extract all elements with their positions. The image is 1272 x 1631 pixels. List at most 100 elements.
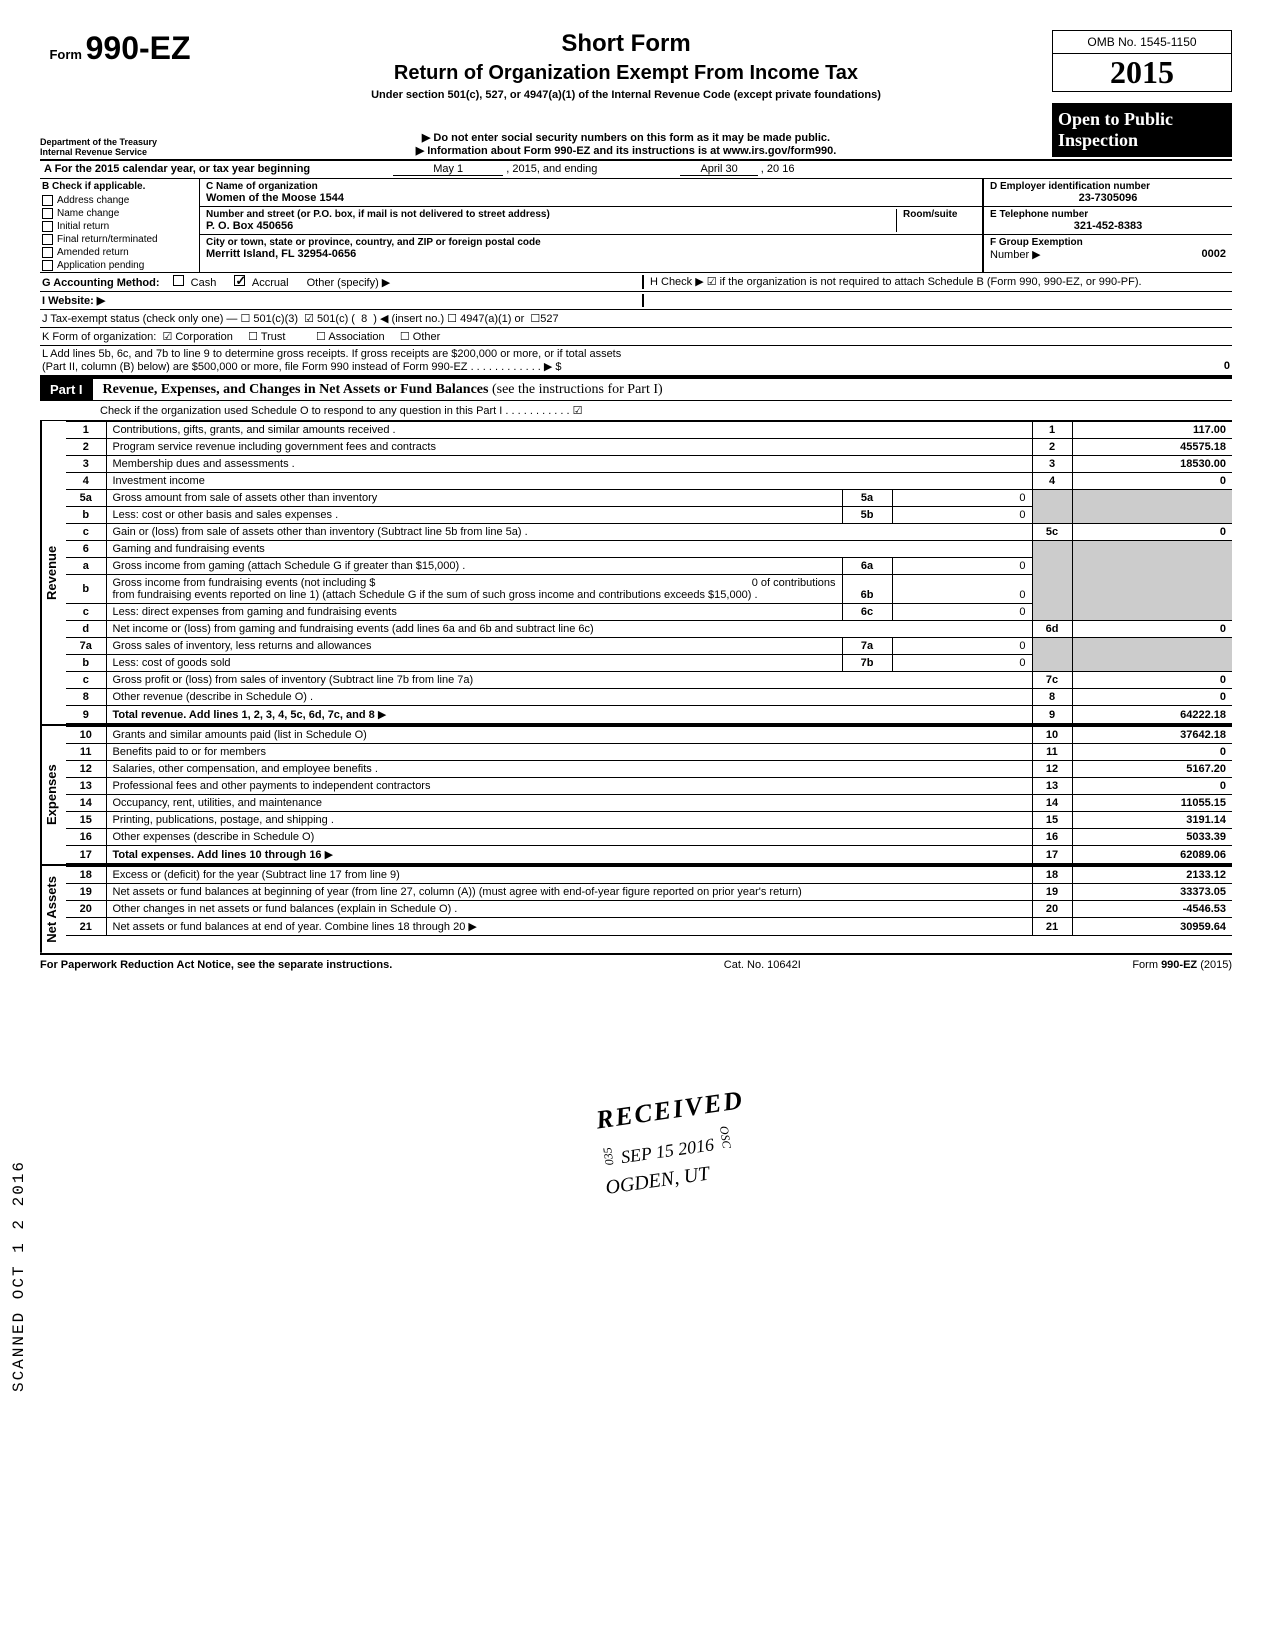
note-1: Do not enter social security numbers on … (200, 131, 1052, 144)
footer: For Paperwork Reduction Act Notice, see … (40, 955, 1232, 971)
right-box: OMB No. 1545-1150 2015 (1052, 30, 1232, 92)
section-h-text: H Check ▶ ☑ if the organization is not r… (642, 275, 1230, 289)
city-label: City or town, state or province, country… (206, 237, 541, 248)
org-info-grid: B Check if applicable. Address change Na… (40, 179, 1232, 273)
subtitle: Return of Organization Exempt From Incom… (200, 62, 1052, 85)
part-1-label: Part I (40, 379, 93, 400)
checkbox-icon (42, 195, 53, 206)
line-6: 6Gaming and fundraising events (66, 541, 1232, 558)
line-13: 13Professional fees and other payments t… (66, 778, 1232, 795)
check-address-change[interactable]: Address change (40, 194, 199, 207)
section-i-label: I Website: ▶ (42, 295, 105, 307)
form-header: Form 990-EZ Short Form Return of Organiz… (40, 30, 1232, 101)
addr-value: P. O. Box 450656 (206, 220, 896, 232)
line-7c: cGross profit or (loss) from sales of in… (66, 672, 1232, 689)
line-1: 1Contributions, gifts, grants, and simil… (66, 422, 1232, 439)
line-6c: cLess: direct expenses from gaming and f… (66, 604, 1232, 621)
under-text: Under section 501(c), 527, or 4947(a)(1)… (200, 89, 1052, 101)
checkbox-icon (42, 260, 53, 271)
received-stamp: RECEIVED 035 SEP 15 2016 OSC OGDEN, UT (594, 1085, 755, 1199)
footer-mid: Cat. No. 10642I (724, 959, 801, 971)
line-10: 10Grants and similar amounts paid (list … (66, 727, 1232, 744)
line-18: 18Excess or (deficit) for the year (Subt… (66, 867, 1232, 884)
stamp-code: 035 (600, 1146, 617, 1166)
section-j-text: J Tax-exempt status (check only one) — ☐… (42, 312, 559, 325)
title-center: Short Form Return of Organization Exempt… (200, 30, 1052, 101)
form-prefix: Form (49, 47, 82, 62)
netassets-vertical-label: Net Assets (40, 866, 66, 953)
department: Department of the Treasury Internal Reve… (40, 137, 200, 157)
line-12: 12Salaries, other compensation, and empl… (66, 761, 1232, 778)
form-number: 990-EZ (86, 30, 191, 66)
line-3: 3Membership dues and assessments .318530… (66, 456, 1232, 473)
inspection-text: Inspection (1058, 130, 1226, 151)
checkbox-icon (42, 234, 53, 245)
end-year: , 20 16 (761, 163, 795, 175)
section-a-label: A For the 2015 calendar year, or tax yea… (44, 163, 310, 175)
section-b-checks: B Check if applicable. Address change Na… (40, 179, 200, 272)
section-d-label: D Employer identification number (990, 181, 1226, 192)
section-k-text: K Form of organization: ☑ Corporation ☐ … (42, 330, 440, 343)
expenses-section: Expenses 10Grants and similar amounts pa… (40, 726, 1232, 866)
check-pending[interactable]: Application pending (40, 259, 199, 272)
part-1-subtitle: (see the instructions for Part I) (492, 382, 663, 397)
check-amended[interactable]: Amended return (40, 246, 199, 259)
phone-value: 321-452-8383 (990, 220, 1226, 232)
line-14: 14Occupancy, rent, utilities, and mainte… (66, 795, 1232, 812)
cash-label: Cash (191, 277, 217, 289)
form-number-box: Form 990-EZ (40, 30, 200, 67)
group-exempt-value: 0002 (1202, 248, 1226, 261)
part-1-title: Revenue, Expenses, and Changes in Net As… (103, 382, 489, 397)
section-a-row: A For the 2015 calendar year, or tax yea… (40, 161, 1232, 179)
section-j-row: J Tax-exempt status (check only one) — ☐… (40, 310, 1232, 328)
line-8: 8Other revenue (describe in Schedule O) … (66, 689, 1232, 706)
footer-left: For Paperwork Reduction Act Notice, see … (40, 959, 392, 971)
checkbox-icon (42, 247, 53, 258)
line-9: 9Total revenue. Add lines 1, 2, 3, 4, 5c… (66, 706, 1232, 724)
section-c-label: C Name of organization (206, 181, 318, 192)
check-final-return[interactable]: Final return/terminated (40, 233, 199, 246)
checkbox-icon[interactable] (173, 275, 184, 286)
open-to-public: Open to Public Inspection (1052, 103, 1232, 157)
checkbox-icon[interactable] (234, 275, 245, 286)
section-g-row: G Accounting Method: Cash Accrual Other … (40, 273, 1232, 292)
check-name-change[interactable]: Name change (40, 207, 199, 220)
line-5c: cGain or (loss) from sale of assets othe… (66, 524, 1232, 541)
number-label: Number ▶ (990, 248, 1041, 261)
line-6d: dNet income or (loss) from gaming and fu… (66, 621, 1232, 638)
line-15: 15Printing, publications, postage, and s… (66, 812, 1232, 829)
section-g-label: G Accounting Method: (42, 277, 160, 289)
expenses-table: 10Grants and similar amounts paid (list … (66, 726, 1232, 864)
section-b-label: B Check if applicable. (42, 181, 145, 192)
begin-date: May 1 (393, 163, 503, 176)
netassets-table: 18Excess or (deficit) for the year (Subt… (66, 866, 1232, 936)
netassets-section: Net Assets 18Excess or (deficit) for the… (40, 866, 1232, 955)
expenses-vertical-label: Expenses (40, 726, 66, 864)
line-7a: 7aGross sales of inventory, less returns… (66, 638, 1232, 655)
line-17: 17Total expenses. Add lines 10 through 1… (66, 846, 1232, 864)
mid-text: , 2015, and ending (506, 163, 597, 175)
section-l-line2: (Part II, column (B) below) are $500,000… (42, 360, 562, 373)
omb-number: OMB No. 1545-1150 (1053, 31, 1231, 54)
end-month: April 30 (680, 163, 757, 176)
line-19: 19Net assets or fund balances at beginni… (66, 884, 1232, 901)
short-form-title: Short Form (200, 30, 1052, 58)
line-16: 16Other expenses (describe in Schedule O… (66, 829, 1232, 846)
line-4: 4Investment income40 (66, 473, 1232, 490)
revenue-table: 1Contributions, gifts, grants, and simil… (66, 421, 1232, 724)
part-1-check: Check if the organization used Schedule … (40, 401, 1232, 421)
note-2: Information about Form 990-EZ and its in… (200, 144, 1052, 157)
check-initial-return[interactable]: Initial return (40, 220, 199, 233)
section-l-row: L Add lines 5b, 6c, and 7b to line 9 to … (40, 346, 1232, 377)
section-e-label: E Telephone number (990, 209, 1226, 220)
room-label: Room/suite (903, 209, 976, 220)
addr-label: Number and street (or P.O. box, if mail … (206, 209, 896, 220)
line-6a: aGross income from gaming (attach Schedu… (66, 558, 1232, 575)
revenue-vertical-label: Revenue (40, 421, 66, 724)
dept-irs: Internal Revenue Service (40, 147, 200, 157)
part-1-header: Part I Revenue, Expenses, and Changes in… (40, 377, 1232, 401)
checkbox-icon (42, 221, 53, 232)
section-f-label: F Group Exemption (990, 237, 1083, 248)
tax-year: 2015 (1053, 54, 1231, 91)
dept-treasury: Department of the Treasury (40, 137, 200, 147)
